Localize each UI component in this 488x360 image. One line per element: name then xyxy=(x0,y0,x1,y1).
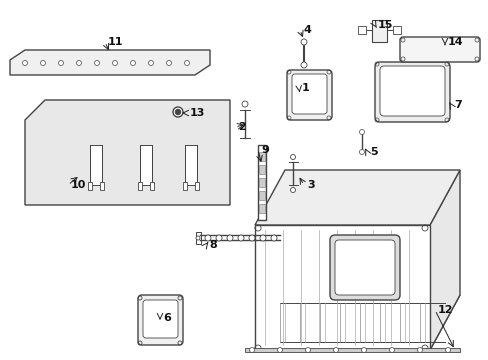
Bar xyxy=(259,191,264,200)
Polygon shape xyxy=(429,170,459,350)
Text: 7: 7 xyxy=(453,100,461,110)
Polygon shape xyxy=(25,100,229,205)
Bar xyxy=(196,232,201,244)
FancyBboxPatch shape xyxy=(379,66,444,116)
Circle shape xyxy=(333,347,338,352)
Polygon shape xyxy=(254,295,459,350)
Circle shape xyxy=(417,347,422,352)
Circle shape xyxy=(41,60,45,66)
Text: 13: 13 xyxy=(190,108,205,118)
Circle shape xyxy=(359,149,364,154)
Text: 3: 3 xyxy=(306,180,314,190)
Circle shape xyxy=(249,347,254,352)
Text: 2: 2 xyxy=(238,122,245,132)
Bar xyxy=(100,182,104,190)
Circle shape xyxy=(76,60,81,66)
Polygon shape xyxy=(244,348,459,352)
Polygon shape xyxy=(254,170,459,225)
Circle shape xyxy=(242,101,247,107)
Circle shape xyxy=(260,235,265,241)
Bar xyxy=(88,182,92,190)
Bar xyxy=(357,26,365,34)
Bar xyxy=(140,145,152,185)
FancyBboxPatch shape xyxy=(286,70,331,120)
Circle shape xyxy=(226,235,232,241)
Text: 1: 1 xyxy=(302,83,309,93)
Circle shape xyxy=(445,347,449,352)
FancyBboxPatch shape xyxy=(374,62,449,122)
Circle shape xyxy=(204,235,210,241)
Circle shape xyxy=(94,60,99,66)
Bar xyxy=(183,182,186,190)
Text: 4: 4 xyxy=(303,25,310,35)
Circle shape xyxy=(112,60,117,66)
Circle shape xyxy=(290,154,295,159)
Text: 9: 9 xyxy=(261,145,268,155)
Polygon shape xyxy=(254,225,429,350)
FancyBboxPatch shape xyxy=(399,37,479,62)
Circle shape xyxy=(301,62,306,68)
Bar xyxy=(259,178,264,187)
Circle shape xyxy=(59,60,63,66)
Bar xyxy=(371,20,386,42)
Circle shape xyxy=(175,109,180,114)
Circle shape xyxy=(290,188,295,193)
Circle shape xyxy=(270,235,276,241)
Bar xyxy=(392,26,400,34)
FancyBboxPatch shape xyxy=(291,74,326,114)
Bar xyxy=(150,182,154,190)
Bar xyxy=(90,145,102,185)
Polygon shape xyxy=(10,50,209,75)
Circle shape xyxy=(130,60,135,66)
Bar xyxy=(138,182,142,190)
Circle shape xyxy=(277,347,282,352)
FancyBboxPatch shape xyxy=(142,300,178,338)
FancyBboxPatch shape xyxy=(329,235,399,300)
Text: 5: 5 xyxy=(369,147,377,157)
Circle shape xyxy=(22,60,27,66)
FancyBboxPatch shape xyxy=(138,295,183,345)
Text: 15: 15 xyxy=(377,20,392,30)
Text: 11: 11 xyxy=(108,37,123,47)
Circle shape xyxy=(361,347,366,352)
Bar xyxy=(258,145,265,220)
Circle shape xyxy=(301,39,306,45)
Text: 12: 12 xyxy=(437,305,452,315)
Bar xyxy=(259,152,264,161)
Circle shape xyxy=(184,60,189,66)
Circle shape xyxy=(238,235,244,241)
Circle shape xyxy=(148,60,153,66)
Circle shape xyxy=(166,60,171,66)
Circle shape xyxy=(305,347,310,352)
Bar xyxy=(184,145,197,185)
Text: 14: 14 xyxy=(447,37,463,47)
Circle shape xyxy=(173,107,183,117)
Text: 6: 6 xyxy=(163,313,170,323)
Bar xyxy=(195,182,199,190)
Text: 8: 8 xyxy=(208,240,216,250)
Circle shape xyxy=(248,235,254,241)
Circle shape xyxy=(359,130,364,135)
Bar xyxy=(259,204,264,213)
Circle shape xyxy=(389,347,394,352)
Text: 10: 10 xyxy=(71,180,86,190)
FancyBboxPatch shape xyxy=(334,240,394,295)
Circle shape xyxy=(196,236,200,240)
Bar xyxy=(259,165,264,174)
Circle shape xyxy=(216,235,222,241)
